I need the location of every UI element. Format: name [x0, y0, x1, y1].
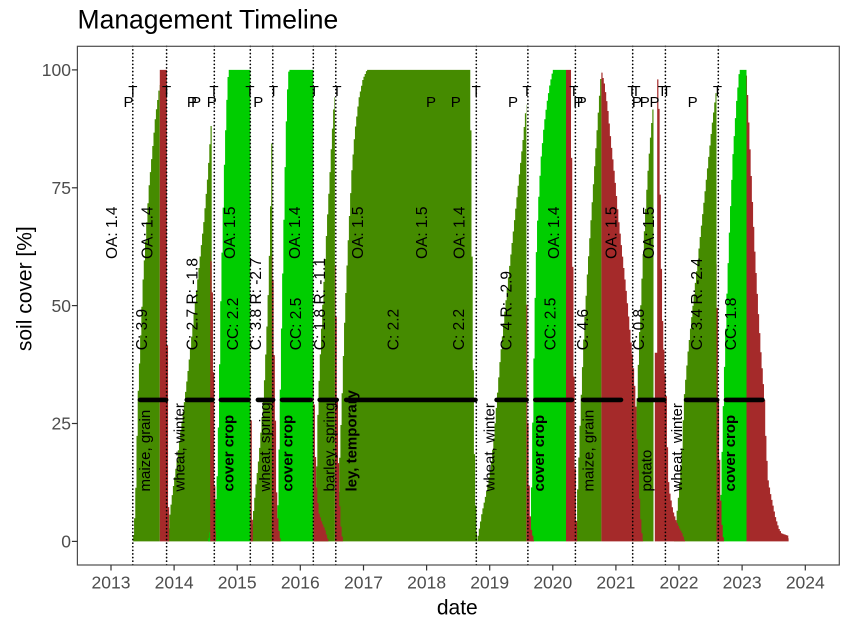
svg-text:P: P: [451, 94, 461, 111]
svg-text:P: P: [207, 94, 217, 111]
svg-text:2013: 2013: [92, 573, 131, 593]
svg-text:2014: 2014: [155, 573, 194, 593]
svg-text:P: P: [640, 94, 650, 111]
svg-text:C: 2.7 R: -1.8: C: 2.7 R: -1.8: [185, 258, 202, 350]
svg-text:2018: 2018: [407, 573, 446, 593]
svg-text:cover crop: cover crop: [722, 415, 739, 492]
svg-text:T: T: [332, 83, 341, 100]
svg-text:barley, spring: barley, spring: [321, 403, 338, 492]
svg-text:T: T: [245, 83, 254, 100]
svg-text:P: P: [508, 94, 518, 111]
svg-text:P: P: [688, 94, 698, 111]
svg-text:potato: potato: [639, 450, 656, 492]
svg-text:date: date: [437, 597, 478, 620]
svg-text:C: 2.2: C: 2.2: [451, 309, 468, 350]
svg-text:wheat, winter: wheat, winter: [171, 403, 188, 492]
svg-text:OA: 1.5: OA: 1.5: [350, 206, 367, 259]
svg-text:25: 25: [52, 414, 71, 434]
svg-text:T: T: [522, 83, 531, 100]
svg-text:wheat, winter: wheat, winter: [482, 403, 499, 492]
svg-text:OA: 1.5: OA: 1.5: [604, 206, 621, 259]
svg-text:T: T: [713, 83, 722, 100]
svg-text:50: 50: [52, 296, 72, 316]
svg-text:C: 1.8 R: -1.1: C: 1.8 R: -1.1: [312, 258, 329, 350]
svg-text:Management Timeline: Management Timeline: [78, 5, 339, 35]
svg-text:2017: 2017: [344, 573, 383, 593]
svg-text:2016: 2016: [281, 573, 320, 593]
svg-text:cover crop: cover crop: [279, 415, 296, 492]
svg-text:OA: 1.4: OA: 1.4: [452, 206, 469, 259]
svg-text:OA: 1.5: OA: 1.5: [641, 206, 658, 259]
svg-text:CC: 1.8: CC: 1.8: [723, 298, 740, 351]
svg-text:OA: 1.4: OA: 1.4: [140, 206, 157, 259]
svg-text:P: P: [426, 94, 436, 111]
svg-text:OA: 1.5: OA: 1.5: [414, 206, 431, 259]
svg-text:100: 100: [42, 60, 71, 80]
svg-text:CC: 2.5: CC: 2.5: [288, 298, 305, 351]
svg-text:T: T: [658, 83, 667, 100]
svg-text:T: T: [472, 83, 481, 100]
svg-text:P: P: [649, 94, 659, 111]
svg-text:T: T: [162, 83, 171, 100]
svg-text:T: T: [631, 83, 640, 100]
svg-text:C: 0.8: C: 0.8: [631, 309, 648, 350]
svg-text:T: T: [310, 83, 319, 100]
svg-text:2020: 2020: [533, 573, 572, 593]
svg-text:P: P: [573, 94, 583, 111]
svg-text:T: T: [569, 83, 578, 100]
svg-text:P: P: [577, 94, 587, 111]
svg-text:P: P: [187, 94, 197, 111]
svg-text:0: 0: [61, 532, 71, 552]
svg-text:75: 75: [52, 178, 71, 198]
svg-text:C: 3.9: C: 3.9: [134, 309, 151, 350]
svg-text:C: 3.8 R: -2.7: C: 3.8 R: -2.7: [248, 258, 265, 350]
svg-text:2023: 2023: [723, 573, 762, 593]
svg-text:2019: 2019: [470, 573, 509, 593]
svg-text:OA: 1.4: OA: 1.4: [546, 206, 563, 259]
svg-text:2024: 2024: [786, 573, 825, 593]
svg-text:T: T: [662, 83, 671, 100]
svg-text:T: T: [128, 83, 137, 100]
svg-text:P: P: [632, 94, 642, 111]
svg-text:wheat, spring: wheat, spring: [257, 402, 274, 492]
svg-text:2022: 2022: [660, 573, 699, 593]
svg-text:cover crop: cover crop: [531, 415, 548, 492]
svg-text:ley, temporary: ley, temporary: [343, 389, 360, 491]
svg-text:T: T: [209, 83, 218, 100]
svg-text:P: P: [123, 94, 133, 111]
svg-text:OA: 1.4: OA: 1.4: [287, 206, 304, 259]
svg-text:P: P: [253, 94, 263, 111]
svg-text:CC: 2.5: CC: 2.5: [542, 298, 559, 351]
svg-text:maize, grain: maize, grain: [581, 410, 598, 492]
svg-text:C: 4.6: C: 4.6: [575, 309, 592, 350]
svg-text:C: 2.2: C: 2.2: [385, 309, 402, 350]
svg-text:T: T: [627, 83, 636, 100]
svg-text:maize, grain: maize, grain: [137, 410, 154, 492]
svg-text:2015: 2015: [218, 573, 257, 593]
svg-text:C: 4 R: -2.9: C: 4 R: -2.9: [499, 271, 516, 350]
svg-text:CC: 2.2: CC: 2.2: [225, 298, 242, 351]
svg-text:soil cover [%]: soil cover [%]: [14, 226, 37, 351]
svg-text:2021: 2021: [596, 573, 635, 593]
svg-text:cover crop: cover crop: [221, 415, 238, 492]
svg-text:P: P: [191, 94, 201, 111]
svg-text:wheat, winter: wheat, winter: [669, 403, 686, 492]
svg-text:T: T: [269, 83, 278, 100]
svg-text:OA: 1.5: OA: 1.5: [222, 206, 239, 259]
svg-text:OA: 1.4: OA: 1.4: [104, 206, 121, 259]
svg-text:C: 3.4 R: -2.4: C: 3.4 R: -2.4: [689, 258, 706, 351]
